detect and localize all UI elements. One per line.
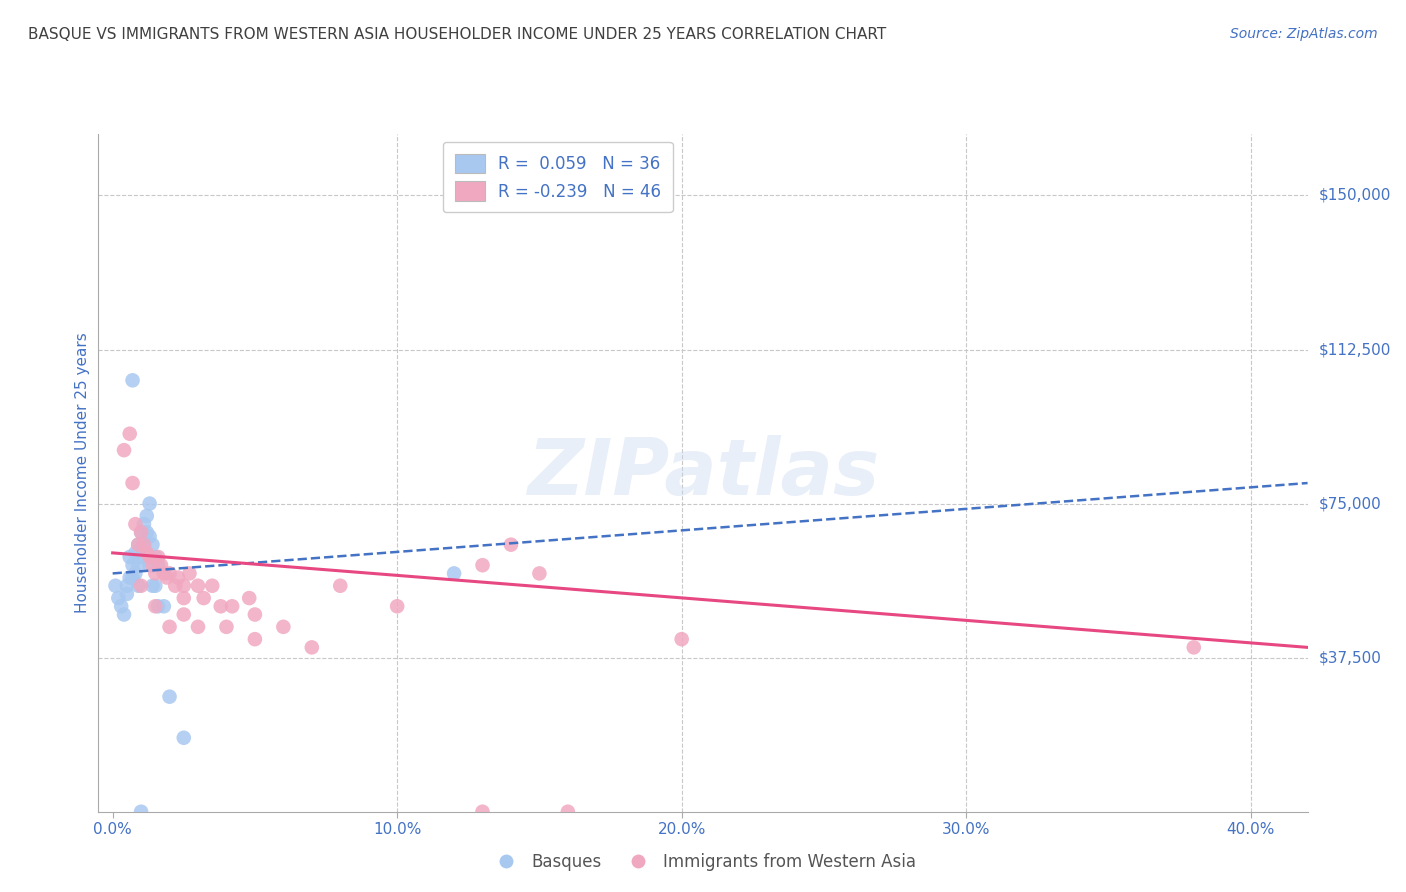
Point (132, 538, 155, 552)
Point (385, 599, 408, 614)
Point (135, 546, 157, 560)
Point (112, 607, 135, 622)
Point (173, 731, 195, 745)
Point (143, 566, 166, 581)
Point (121, 570, 143, 584)
Point (159, 620, 181, 634)
Point (209, 599, 232, 614)
Point (471, 805, 494, 819)
Text: ZIPatlas: ZIPatlas (527, 434, 879, 511)
Point (107, 591, 129, 605)
Point (129, 525, 152, 540)
Point (132, 538, 155, 552)
Point (443, 566, 465, 581)
Point (110, 599, 132, 614)
Point (129, 549, 152, 564)
Point (150, 558, 173, 573)
Point (201, 579, 224, 593)
Point (499, 538, 522, 552)
Point (118, 570, 141, 584)
Point (187, 620, 209, 634)
Point (118, 549, 141, 564)
Text: $37,500: $37,500 (1319, 650, 1382, 665)
Point (129, 805, 152, 819)
Point (273, 620, 295, 634)
Point (104, 579, 127, 593)
Point (153, 566, 176, 581)
Text: Source: ZipAtlas.com: Source: ZipAtlas.com (1230, 27, 1378, 41)
Point (529, 566, 551, 581)
Point (118, 426, 141, 441)
Text: $150,000: $150,000 (1319, 188, 1391, 202)
Point (173, 591, 195, 605)
Point (121, 373, 143, 387)
Legend: Basques, Immigrants from Western Asia: Basques, Immigrants from Western Asia (484, 847, 922, 878)
Point (132, 517, 155, 532)
Point (124, 546, 146, 560)
Point (671, 632, 693, 647)
Point (156, 570, 179, 584)
Point (112, 443, 135, 458)
Point (221, 599, 243, 614)
Point (141, 558, 163, 573)
Point (1182, 640, 1205, 655)
Point (138, 558, 160, 573)
Point (329, 579, 352, 593)
Point (135, 525, 157, 540)
Point (238, 591, 260, 605)
Point (121, 558, 143, 573)
Point (159, 690, 181, 704)
Point (187, 579, 209, 593)
Point (121, 476, 143, 491)
Point (138, 549, 160, 564)
Point (138, 529, 160, 543)
Point (301, 640, 323, 655)
Point (243, 607, 266, 622)
Point (146, 549, 169, 564)
Point (127, 538, 149, 552)
Point (138, 497, 160, 511)
Point (243, 632, 266, 647)
Point (127, 538, 149, 552)
Point (173, 607, 195, 622)
Point (167, 570, 190, 584)
Text: $75,000: $75,000 (1319, 496, 1382, 511)
Point (146, 558, 169, 573)
Point (143, 599, 166, 614)
Point (557, 805, 579, 819)
Point (159, 566, 181, 581)
Point (179, 566, 201, 581)
Point (165, 579, 187, 593)
Point (135, 508, 157, 523)
Text: BASQUE VS IMMIGRANTS FROM WESTERN ASIA HOUSEHOLDER INCOME UNDER 25 YEARS CORRELA: BASQUE VS IMMIGRANTS FROM WESTERN ASIA H… (28, 27, 886, 42)
Point (153, 599, 176, 614)
Y-axis label: Householder Income Under 25 years: Householder Income Under 25 years (75, 333, 90, 613)
Point (141, 579, 163, 593)
Point (471, 558, 494, 573)
Point (141, 538, 163, 552)
Text: $112,500: $112,500 (1319, 342, 1391, 357)
Point (146, 599, 169, 614)
Point (129, 525, 152, 540)
Point (143, 579, 166, 593)
Point (143, 549, 166, 564)
Point (127, 579, 149, 593)
Point (115, 587, 138, 601)
Point (124, 566, 146, 581)
Point (193, 591, 215, 605)
Point (124, 517, 146, 532)
Point (127, 558, 149, 573)
Point (115, 579, 138, 593)
Point (215, 620, 238, 634)
Point (173, 579, 195, 593)
Point (129, 579, 152, 593)
